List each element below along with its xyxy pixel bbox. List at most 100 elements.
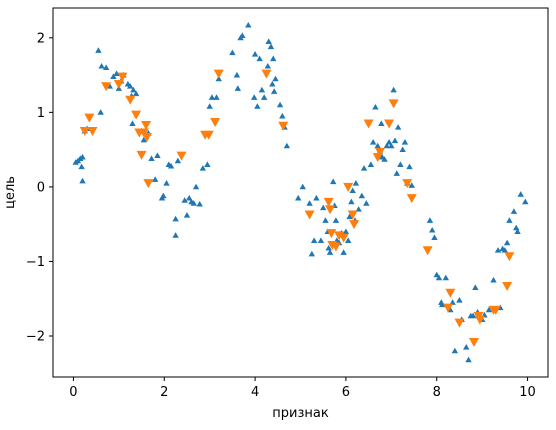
data-point-orange xyxy=(125,95,136,105)
data-point-blue xyxy=(514,228,521,235)
x-tick-label: 8 xyxy=(433,385,441,400)
data-point-blue xyxy=(388,142,395,149)
data-point-blue xyxy=(229,49,236,56)
data-point-blue xyxy=(325,244,332,251)
data-point-blue xyxy=(234,85,242,91)
data-point-blue xyxy=(451,347,459,354)
data-point-blue xyxy=(322,217,329,223)
data-point-blue xyxy=(360,165,368,171)
data-point-blue xyxy=(431,234,438,240)
data-point-blue xyxy=(299,183,306,190)
data-point-blue xyxy=(132,90,140,97)
data-point-orange xyxy=(445,288,456,298)
data-point-blue xyxy=(154,152,161,158)
data-point-blue xyxy=(394,124,402,130)
data-point-blue xyxy=(326,249,334,255)
data-point-blue xyxy=(408,182,415,188)
data-point-blue xyxy=(348,198,355,205)
data-point-orange xyxy=(210,118,221,128)
y-axis-label: цель xyxy=(3,176,18,209)
data-point-orange xyxy=(213,69,224,79)
x-axis-ticks: 0 2 4 6 8 10 xyxy=(69,377,536,400)
data-point-blue xyxy=(239,32,246,38)
data-point-blue xyxy=(317,237,325,243)
y-tick-label: 2 xyxy=(37,31,45,46)
data-point-blue xyxy=(352,179,360,186)
data-point-blue xyxy=(283,142,291,149)
data-point-orange xyxy=(443,303,454,313)
data-point-blue xyxy=(378,120,385,126)
data-point-blue xyxy=(465,356,472,363)
data-point-blue xyxy=(344,237,352,243)
data-point-blue xyxy=(383,142,390,149)
data-point-orange xyxy=(84,113,95,123)
data-point-blue xyxy=(490,276,497,283)
x-tick-label: 6 xyxy=(342,385,350,400)
data-point-blue xyxy=(196,200,203,207)
data-point-orange xyxy=(330,242,341,252)
data-point-blue xyxy=(463,343,470,350)
data-point-orange xyxy=(79,127,90,136)
data-point-orange xyxy=(388,99,399,109)
data-point-blue xyxy=(367,161,375,167)
data-point-blue xyxy=(129,120,136,126)
data-point-blue xyxy=(485,306,493,313)
data-point-orange xyxy=(261,69,272,79)
data-point-blue xyxy=(363,200,370,206)
data-point-blue xyxy=(97,109,104,115)
data-point-blue xyxy=(250,94,258,100)
data-point-blue xyxy=(254,103,261,109)
data-point-orange xyxy=(343,182,354,192)
data-point-blue xyxy=(98,62,105,69)
data-point-blue xyxy=(192,183,200,190)
data-point-blue xyxy=(385,138,393,145)
data-point-blue xyxy=(308,250,316,257)
data-point-orange xyxy=(323,197,334,207)
data-point-blue xyxy=(260,94,268,100)
data-point-blue xyxy=(258,86,266,93)
series-orange-triangles xyxy=(79,69,515,347)
data-point-orange xyxy=(142,132,152,142)
x-tick-label: 0 xyxy=(69,385,77,400)
data-point-blue xyxy=(233,71,241,78)
data-point-blue xyxy=(390,86,397,93)
data-point-blue xyxy=(506,217,513,223)
data-point-blue xyxy=(127,83,134,89)
data-point-blue xyxy=(342,228,350,235)
data-point-blue xyxy=(102,64,110,71)
data-point-blue xyxy=(401,138,409,145)
data-point-blue xyxy=(148,155,155,161)
data-point-blue xyxy=(503,239,511,246)
data-point-orange xyxy=(141,121,152,131)
data-point-orange xyxy=(406,194,417,204)
data-point-orange xyxy=(136,150,147,160)
data-point-blue xyxy=(332,217,340,223)
data-point-blue xyxy=(190,200,197,206)
data-point-blue xyxy=(391,137,399,144)
data-point-blue xyxy=(346,213,353,220)
data-point-blue xyxy=(456,297,463,303)
data-point-orange xyxy=(349,220,360,230)
data-point-blue xyxy=(393,170,400,176)
data-point-orange xyxy=(203,130,214,140)
data-point-blue xyxy=(399,146,406,153)
data-point-orange xyxy=(422,246,433,256)
data-point-blue xyxy=(110,73,117,79)
data-point-blue xyxy=(264,62,271,69)
data-point-blue xyxy=(501,247,509,253)
data-point-orange xyxy=(131,110,142,120)
data-point-blue xyxy=(204,161,211,167)
data-point-orange xyxy=(384,119,395,129)
data-point-blue xyxy=(349,187,356,194)
data-point-blue xyxy=(172,215,179,222)
data-point-orange xyxy=(374,147,385,157)
data-point-blue xyxy=(183,212,191,218)
data-point-blue xyxy=(306,200,313,206)
y-tick-label: 1 xyxy=(37,106,45,121)
data-point-blue xyxy=(406,163,413,170)
data-point-blue xyxy=(340,249,347,255)
data-point-orange xyxy=(304,210,315,220)
data-point-blue xyxy=(517,191,524,197)
y-tick-label: −1 xyxy=(26,255,45,270)
